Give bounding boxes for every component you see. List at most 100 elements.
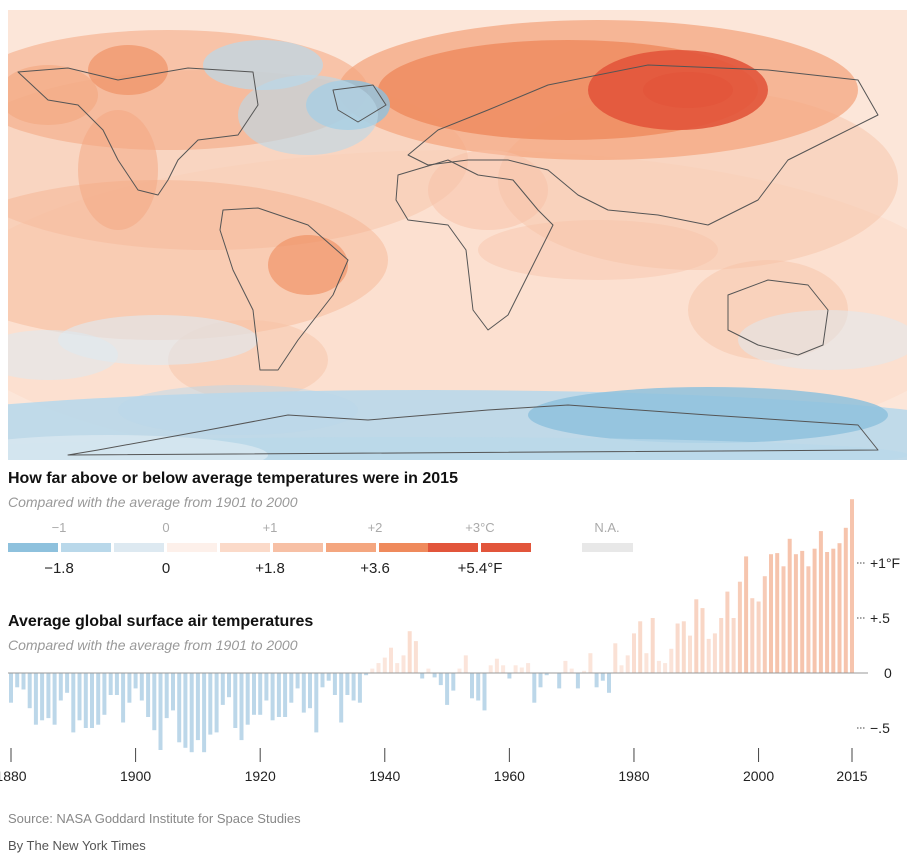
temperature-bar xyxy=(401,655,406,673)
temperature-bar xyxy=(825,552,830,673)
temperature-bar xyxy=(781,566,786,673)
map-subtitle: Compared with the average from 1901 to 2… xyxy=(8,494,298,510)
temperature-bar xyxy=(121,673,126,723)
legend-swatch xyxy=(114,543,164,552)
temperature-bar xyxy=(575,673,580,689)
temperature-bar xyxy=(171,673,175,711)
temperature-bar xyxy=(152,673,157,731)
temperature-bar xyxy=(320,673,325,688)
temperature-bar xyxy=(245,673,250,725)
temperature-bar xyxy=(289,673,294,703)
temperature-bar xyxy=(65,673,70,693)
temperature-bar xyxy=(650,618,655,673)
temperature-bar xyxy=(681,621,686,673)
temperature-bar xyxy=(544,673,549,676)
temperature-bar xyxy=(357,673,362,703)
temperature-bar xyxy=(252,673,256,715)
temperature-bar xyxy=(351,673,356,701)
temperature-bar xyxy=(675,623,680,673)
land-outline xyxy=(727,279,829,356)
temperature-bar xyxy=(233,673,238,728)
map-title: How far above or below average temperatu… xyxy=(8,470,458,487)
y-tick-label: +.5 xyxy=(870,610,890,626)
temperature-bar xyxy=(793,554,798,673)
temperature-bar xyxy=(301,673,306,713)
anomaly-region xyxy=(643,72,733,108)
legend-swatch xyxy=(428,543,478,552)
temperature-bar xyxy=(445,673,450,705)
temperature-bar xyxy=(750,598,755,673)
temperature-bar xyxy=(625,655,630,673)
temperature-bar xyxy=(694,599,699,673)
y-tick-label: +1°F xyxy=(870,555,900,571)
temperature-bar xyxy=(326,673,331,681)
temperature-bar xyxy=(632,633,636,673)
temperature-bar xyxy=(264,673,269,701)
legend-celsius-label: +2 xyxy=(367,520,383,535)
anomaly-region xyxy=(478,220,718,280)
temperature-bar xyxy=(108,673,113,695)
temperature-bar xyxy=(482,673,487,711)
anomaly-region xyxy=(8,150,907,460)
land-outline xyxy=(395,159,554,331)
temperature-bar xyxy=(308,673,312,709)
anomaly-region xyxy=(78,110,158,230)
temperature-bar xyxy=(494,658,499,673)
temperature-bar xyxy=(669,648,674,673)
legend-fahrenheit-label: +3.6 xyxy=(360,560,390,577)
temperature-bar xyxy=(395,663,400,673)
source-note: Source: NASA Goddard Institute for Space… xyxy=(8,811,301,826)
temperature-bar xyxy=(52,673,57,725)
y-tick-label: −.5 xyxy=(870,720,890,736)
legend-swatch xyxy=(481,543,531,552)
temperature-bar xyxy=(426,668,431,673)
temperature-bar xyxy=(731,618,736,673)
temperature-bar xyxy=(220,673,225,705)
temperature-bar xyxy=(843,527,848,673)
anomaly-region xyxy=(118,385,358,435)
temperature-bar xyxy=(33,673,38,725)
temperature-bar xyxy=(526,663,531,673)
legend-fahrenheit-label: −1.8 xyxy=(44,560,74,577)
temperature-bar xyxy=(239,673,244,741)
temperature-bar xyxy=(133,673,138,689)
anomaly-region xyxy=(88,45,168,95)
temperature-bar xyxy=(663,663,668,673)
temperature-bar xyxy=(457,668,462,673)
color-legend: −1 0 +1 +2 +3°C N.A. −1.8 0 +1.8 +3.6 +5… xyxy=(0,512,917,582)
temperature-bar xyxy=(370,668,375,673)
temperature-bar xyxy=(712,633,717,673)
temperature-bar xyxy=(563,660,568,673)
temperature-bar xyxy=(594,673,599,688)
temperature-bar xyxy=(114,673,119,695)
temperature-bar xyxy=(202,673,207,753)
temperature-bar xyxy=(96,673,101,725)
x-tick-label: 2000 xyxy=(743,768,774,784)
temperature-bar xyxy=(582,670,587,673)
temperature-bar xyxy=(706,638,711,673)
temperature-bar xyxy=(775,553,780,673)
land-outline xyxy=(407,64,879,226)
temperature-bar xyxy=(77,673,82,721)
legend-swatch xyxy=(326,543,376,552)
temperature-bar xyxy=(588,653,593,673)
temperature-bar xyxy=(46,673,51,719)
temperature-bar xyxy=(71,673,76,733)
temperature-bar xyxy=(800,550,805,673)
temperature-bar xyxy=(744,556,749,673)
temperature-bar xyxy=(189,673,194,753)
temperature-bar xyxy=(725,591,730,673)
temperature-bar xyxy=(58,673,63,701)
temperature-bar xyxy=(806,566,811,673)
x-tick-label: 1880 xyxy=(0,768,27,784)
temperature-bar xyxy=(127,673,132,703)
anomaly-region xyxy=(428,150,548,230)
temperature-bar xyxy=(407,631,412,673)
legend-swatch xyxy=(273,543,323,552)
temperature-bar xyxy=(283,673,288,717)
temperature-bar xyxy=(607,673,611,693)
temperature-bar xyxy=(364,673,369,676)
x-tick-label: 1940 xyxy=(369,768,400,784)
temperature-bar xyxy=(413,641,418,673)
legend-swatch xyxy=(379,543,429,552)
